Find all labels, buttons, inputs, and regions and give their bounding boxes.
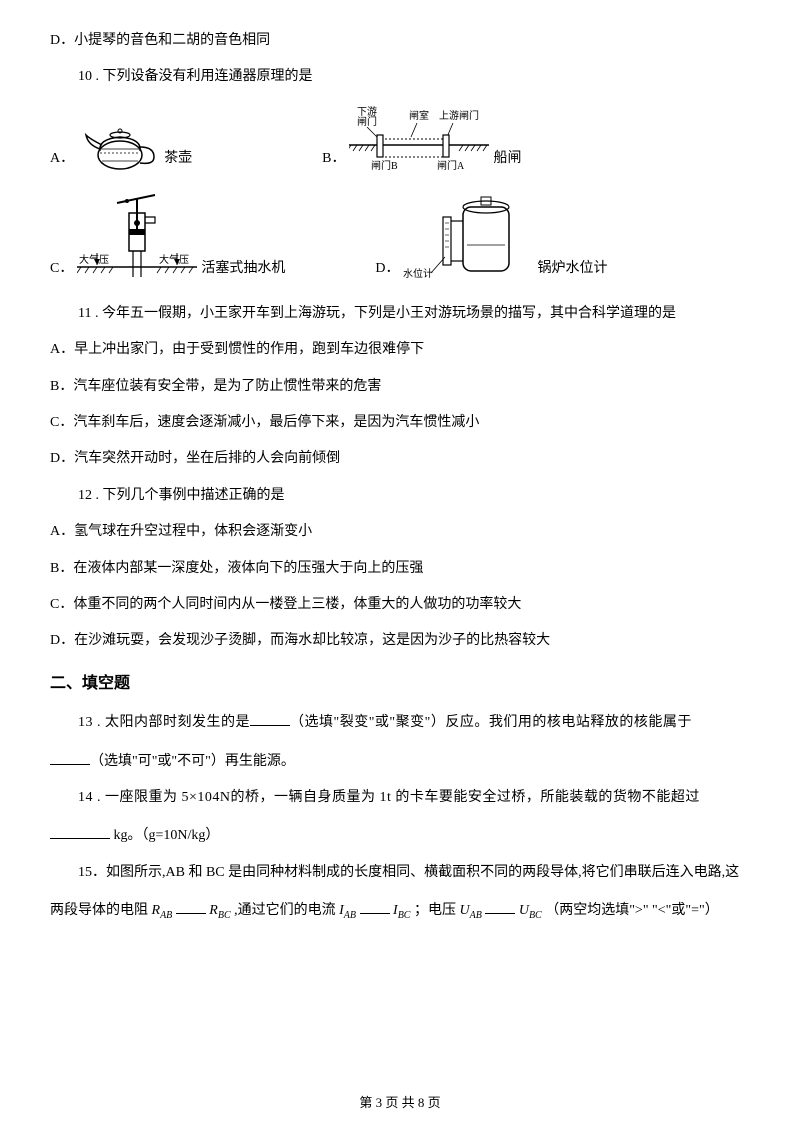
sym-AB-3: AB (470, 910, 482, 921)
q10-c-letter: C． (50, 258, 73, 282)
section-2-title: 二、填空题 (50, 671, 750, 697)
sym-R-2: R (209, 903, 218, 918)
q11-c: C．汽车刹车后，速度会逐渐减小，最后停下来，是因为汽车惯性减小 (50, 412, 750, 434)
q11-a: A．早上冲出家门，由于受到惯性的作用，跑到车边很难停下 (50, 339, 750, 361)
q10-row-2: C． (50, 193, 750, 283)
q13: 13 . 太阳内部时刻发生的是 （选填"裂变"或"聚变"）反应。我们用的核电站释放… (50, 710, 750, 734)
q15-part-b: 两段导体的电阻 (50, 903, 148, 918)
sym-U-2: U (519, 903, 529, 918)
sym-R-1: R (152, 903, 161, 918)
svg-text:大气压: 大气压 (159, 253, 189, 266)
q13-part-c: （选填"可"或"不可"）再生能源。 (90, 754, 295, 769)
q12-stem: 12 . 下列几个事例中描述正确的是 (50, 485, 750, 507)
q13-blank-2[interactable] (50, 749, 90, 765)
q11-stem: 11 . 今年五一假期，小王家开车到上海游玩，下列是小王对游玩场景的描写，其中合… (50, 303, 750, 325)
sym-AB-2: AB (344, 910, 356, 921)
svg-text:上游闸门: 上游闸门 (439, 109, 479, 122)
q12-a: A．氢气球在升空过程中，体积会逐渐变小 (50, 521, 750, 543)
pump-icon: 大气压 大气压 (77, 193, 197, 283)
q10-b-letter: B． (322, 148, 345, 172)
q15-part-c: ,通过它们的电流 (234, 903, 336, 918)
svg-text:闸门B: 闸门B (371, 159, 398, 172)
boiler-icon: 水位计 (403, 193, 533, 283)
q14-line2: kg。（g=10N/kg） (50, 823, 750, 847)
sym-BC-3: BC (529, 910, 542, 921)
q10-d: D． 水位计 (375, 193, 607, 283)
sym-BC-1: BC (218, 910, 231, 921)
q10-b-caption: 船闸 (493, 148, 521, 172)
lock-icon: 下游 闸门 闸室 上游闸门 (349, 103, 489, 173)
q10-c-caption: 活塞式抽水机 (201, 258, 285, 282)
q14-blank[interactable] (50, 823, 110, 839)
q15-part-d: ；电压 (414, 903, 456, 918)
q15-blank-3[interactable] (485, 898, 515, 914)
q13-line2: （选填"可"或"不可"）再生能源。 (50, 749, 750, 773)
sym-U-1: U (459, 903, 469, 918)
q9-option-d: D．小提琴的音色和二胡的音色相同 (50, 30, 750, 52)
q13-blank-1[interactable] (250, 710, 290, 726)
q10-a-caption: 茶壶 (164, 148, 192, 172)
q15-line1: 15．如图所示,AB 和 BC 是由同种材料制成的长度相同、横截面积不同的两段导… (50, 862, 750, 884)
q14-part-a: 14 . 一座限重为 5×104N的桥，一辆自身质量为 1t 的卡车要能安全过桥… (78, 790, 700, 805)
q11-b: B．汽车座位装有安全带，是为了防止惯性带来的危害 (50, 376, 750, 398)
page-footer: 第 3 页 共 8 页 (50, 1093, 750, 1114)
q14: 14 . 一座限重为 5×104N的桥，一辆自身质量为 1t 的卡车要能安全过桥… (50, 787, 750, 809)
sym-BC-2: BC (398, 910, 411, 921)
q13-part-b: （选填"裂变"或"聚变"）反应。我们用的核电站释放的核能属于 (290, 715, 692, 730)
q12-b: B．在液体内部某一深度处，液体向下的压强大于向上的压强 (50, 558, 750, 580)
svg-text:水位计: 水位计 (403, 267, 433, 280)
teapot-icon (78, 119, 160, 173)
q11-d: D．汽车突然开动时，坐在后排的人会向前倾倒 (50, 448, 750, 470)
q15-blank-2[interactable] (360, 898, 390, 914)
svg-text:闸门A: 闸门A (437, 159, 465, 172)
svg-text:闸室: 闸室 (409, 109, 429, 122)
q15-line2: 两段导体的电阻 RAB RBC ,通过它们的电流 IAB IBC ；电压 UAB… (50, 898, 750, 924)
q13-part-a: 13 . 太阳内部时刻发生的是 (78, 715, 250, 730)
svg-text:闸门: 闸门 (357, 115, 377, 128)
q10-d-letter: D． (375, 258, 399, 282)
q10-row-1: A． 茶壶 B． (50, 103, 750, 173)
q10-d-caption: 锅炉水位计 (537, 258, 607, 282)
q12-d: D．在沙滩玩耍，会发现沙子烫脚，而海水却比较凉，这是因为沙子的比热容较大 (50, 630, 750, 652)
sym-AB-1: AB (160, 910, 172, 921)
q10-stem: 10 . 下列设备没有利用连通器原理的是 (50, 66, 750, 88)
q10-b: B． 下游 闸门 闸室 上游闸门 (322, 103, 521, 173)
q14-part-b: kg。（g=10N/kg） (110, 828, 219, 843)
q10-a: A． 茶壶 (50, 119, 192, 173)
q15-blank-1[interactable] (176, 898, 206, 914)
svg-text:大气压: 大气压 (79, 253, 109, 266)
q10-a-letter: A． (50, 148, 74, 172)
q10-c: C． (50, 193, 285, 283)
q12-c: C．体重不同的两个人同时间内从一楼登上三楼，体重大的人做功的功率较大 (50, 594, 750, 616)
q15-part-e: （两空均选填">" "<"或"="） (545, 903, 718, 918)
